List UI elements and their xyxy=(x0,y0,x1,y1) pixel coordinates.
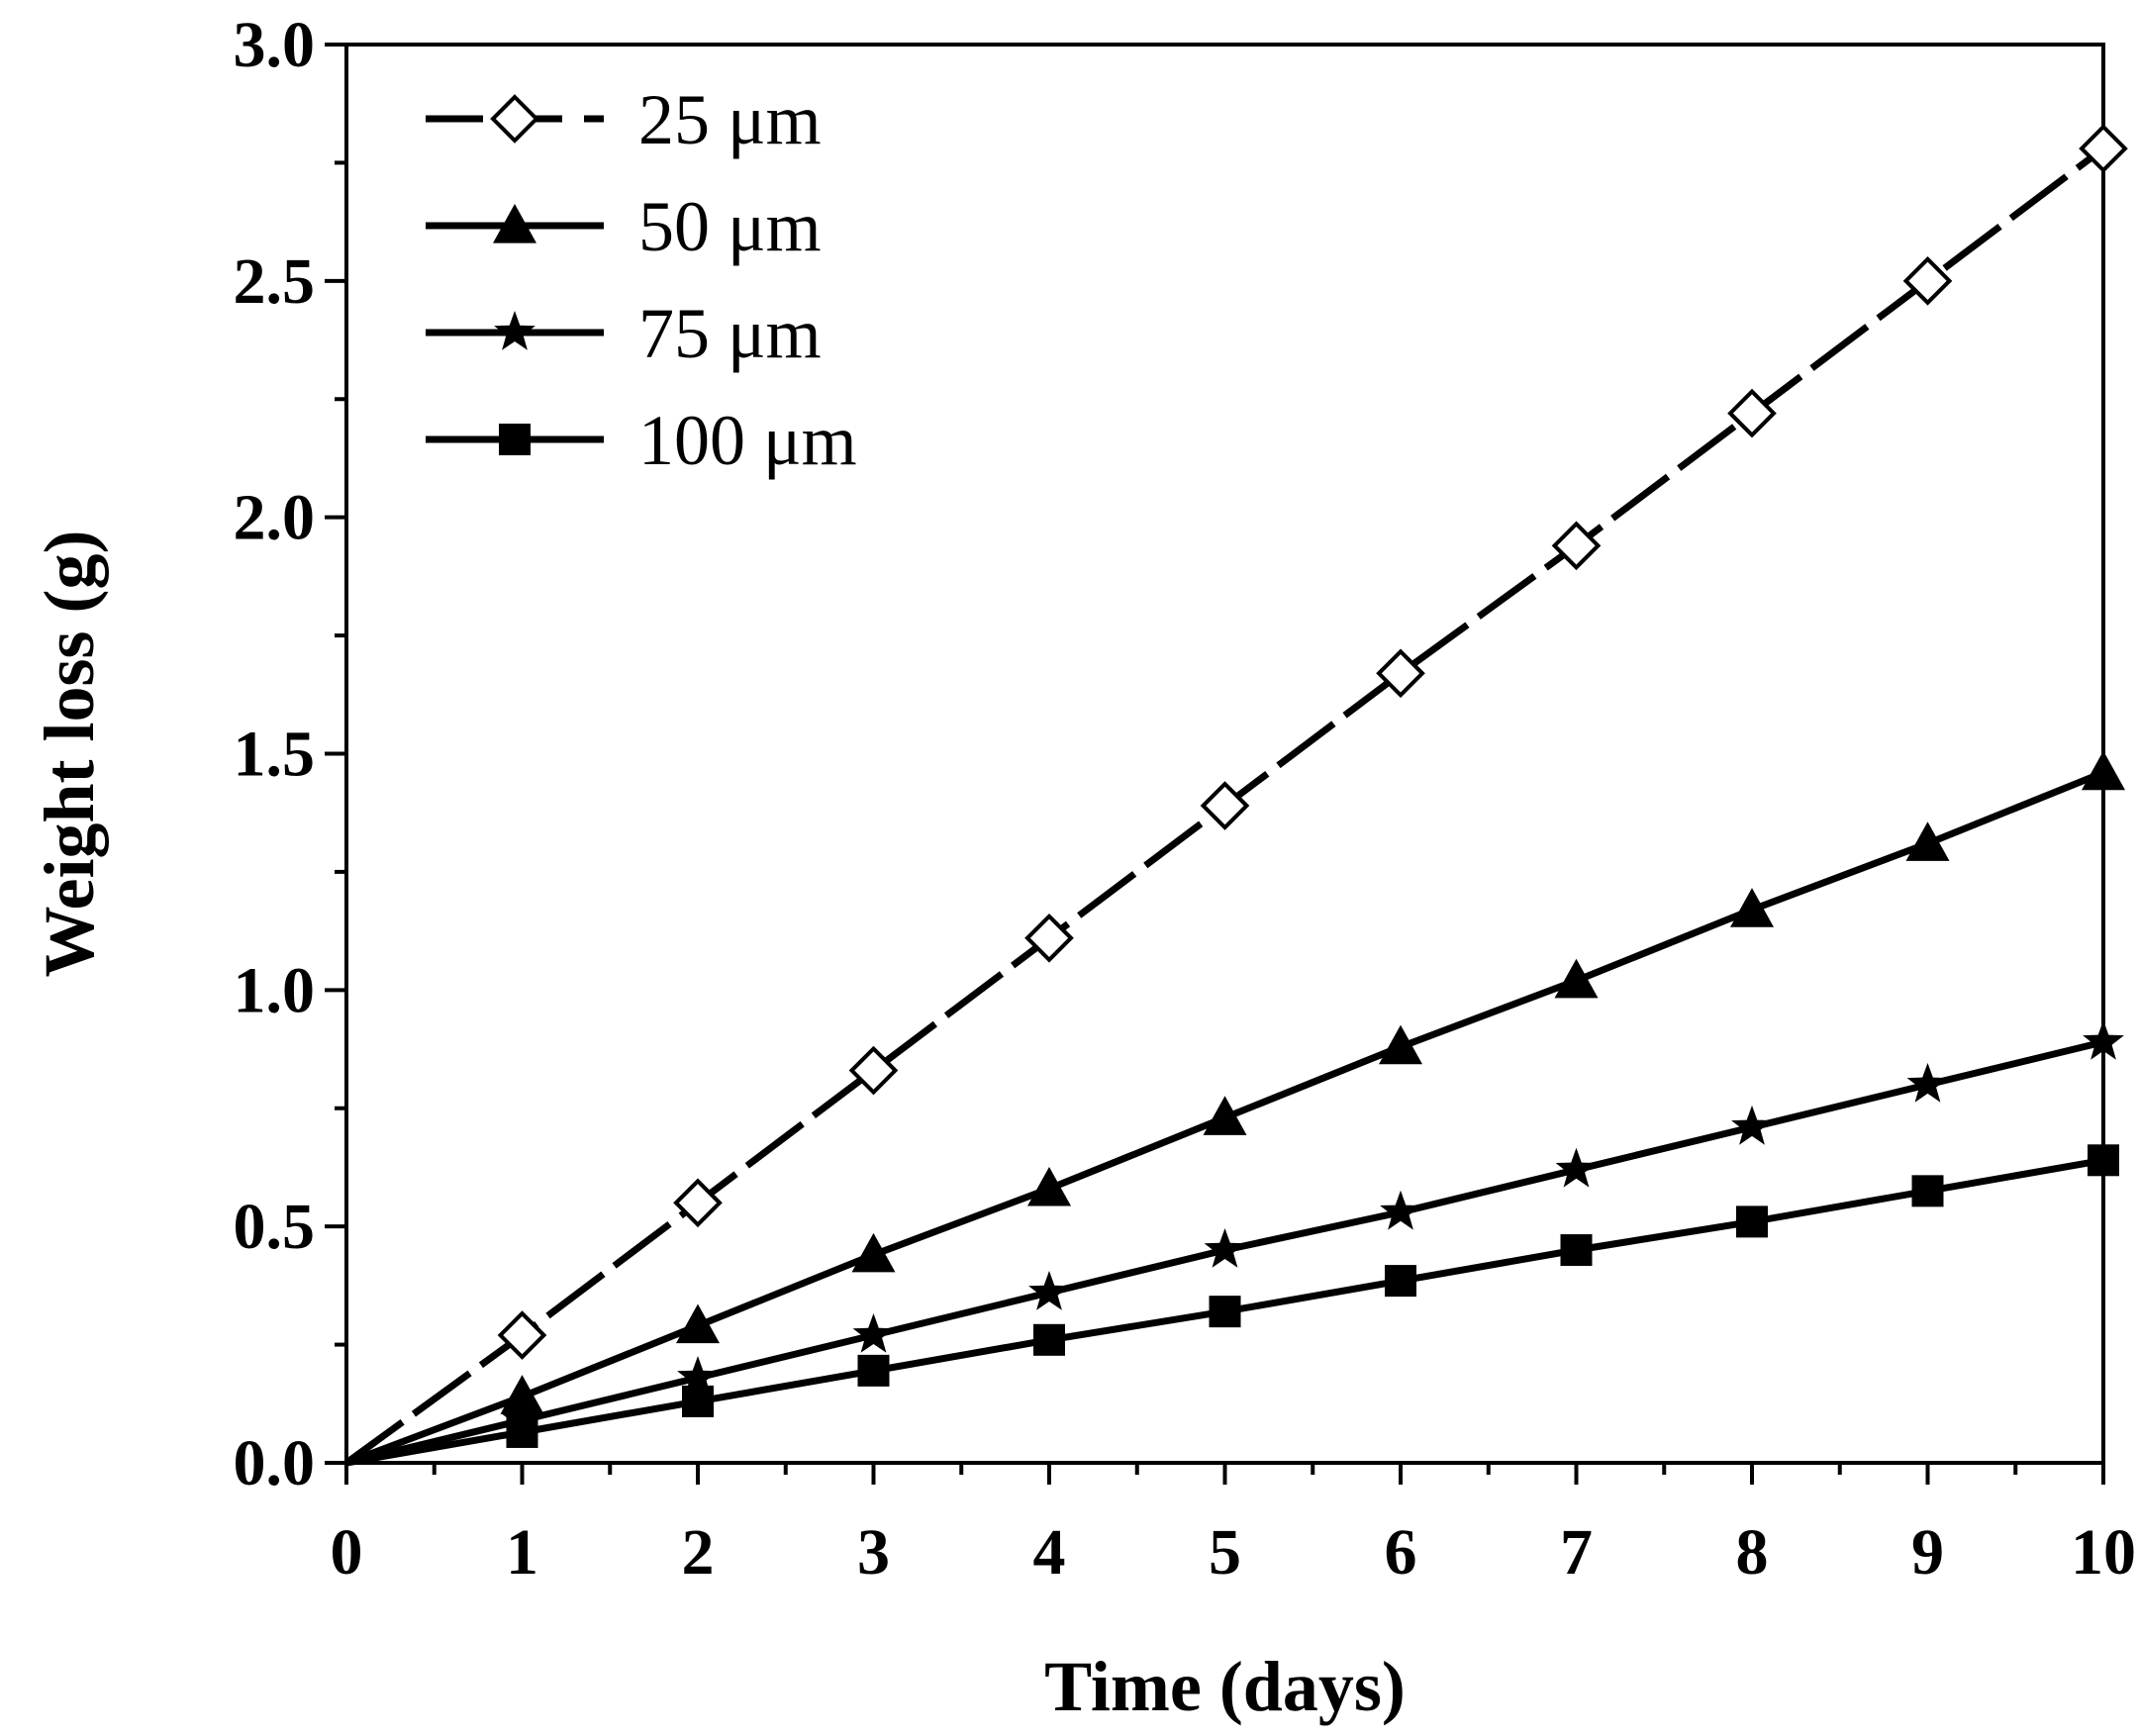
data-point xyxy=(673,1178,723,1228)
x-tick-label: 0 xyxy=(331,1516,363,1589)
data-point xyxy=(2079,124,2128,173)
x-tick-label: 4 xyxy=(1033,1516,1066,1589)
data-point xyxy=(1551,521,1602,571)
data-point xyxy=(1203,1096,1247,1135)
legend-marker xyxy=(499,424,531,455)
data-point xyxy=(1027,1166,1071,1206)
y-tick-label: 3.0 xyxy=(234,9,316,81)
legend-label: 25 μm xyxy=(638,80,822,159)
data-point xyxy=(852,1313,895,1353)
data-point xyxy=(1024,913,1074,963)
legend-marker xyxy=(494,311,535,350)
x-tick-label: 6 xyxy=(1385,1516,1417,1589)
legend-entry: 75 μm xyxy=(426,294,822,373)
data-point xyxy=(1376,648,1425,699)
y-tick-label: 2.0 xyxy=(234,482,316,554)
data-point xyxy=(1555,1147,1598,1188)
legend-marker xyxy=(490,94,539,144)
legend-entry: 50 μm xyxy=(426,187,822,266)
data-point xyxy=(1905,821,1950,861)
data-point xyxy=(1380,1190,1421,1230)
legend-marker xyxy=(493,204,536,243)
data-point xyxy=(1906,1062,1949,1103)
series-1 xyxy=(344,750,2125,1467)
y-tick-label: 1.0 xyxy=(234,954,316,1026)
data-point xyxy=(1209,1296,1241,1328)
legend: 25 μm 50 μm 75 μm 100 μm xyxy=(426,80,857,480)
legend-label: 75 μm xyxy=(638,294,822,373)
data-point xyxy=(1727,388,1777,438)
series-2 xyxy=(345,1019,2124,1467)
x-tick-label: 1 xyxy=(506,1516,538,1589)
data-point xyxy=(1911,1175,1944,1207)
data-point xyxy=(1560,1234,1593,1267)
data-point xyxy=(2082,750,2125,791)
x-tick-label: 9 xyxy=(1911,1516,1944,1589)
data-point xyxy=(1200,781,1250,830)
data-point xyxy=(1731,1105,1773,1145)
x-tick-label: 3 xyxy=(857,1516,890,1589)
data-point xyxy=(682,1385,714,1417)
legend-label: 50 μm xyxy=(638,187,822,266)
data-point xyxy=(1204,1228,1246,1268)
y-tick-label: 0.0 xyxy=(234,1427,316,1499)
data-point xyxy=(857,1354,890,1387)
y-tick-label: 1.5 xyxy=(234,719,316,791)
axes: 0 1 2 3 4 5 6 7 8 9 10 0.0 0.5 1.0 1.5 2.0 2.5 3.0 xyxy=(234,9,2137,1589)
data-point xyxy=(1554,958,1599,999)
data-point xyxy=(1379,1024,1422,1065)
legend-label: 100 μm xyxy=(638,401,857,480)
series-3 xyxy=(345,1144,2119,1467)
data-point xyxy=(497,1310,547,1360)
y-tick-label: 0.5 xyxy=(234,1191,316,1263)
x-tick-label: 2 xyxy=(682,1516,715,1589)
y-axis-title: Weight loss (g) xyxy=(30,530,109,977)
data-point xyxy=(1902,256,1953,306)
legend-entry: 25 μm xyxy=(426,80,822,159)
x-tick-label: 10 xyxy=(2071,1516,2136,1589)
data-point xyxy=(500,1375,544,1414)
x-axis-title: Time (days) xyxy=(1044,1647,1406,1726)
data-point xyxy=(1028,1271,1070,1310)
x-tick-label: 5 xyxy=(1209,1516,1241,1589)
data-point xyxy=(2088,1144,2119,1177)
data-point xyxy=(2083,1019,2124,1060)
legend-entry: 100 μm xyxy=(426,401,857,480)
data-point xyxy=(1385,1265,1416,1298)
data-point xyxy=(1730,888,1774,927)
series-0 xyxy=(343,124,2128,1466)
data-point xyxy=(851,1232,896,1273)
x-tick-label: 8 xyxy=(1736,1516,1769,1589)
data-point xyxy=(1736,1206,1768,1238)
data-point xyxy=(848,1045,899,1096)
x-tick-label: 7 xyxy=(1560,1516,1593,1589)
y-tick-label: 2.5 xyxy=(234,245,316,318)
data-point xyxy=(676,1303,720,1344)
data-point xyxy=(1033,1323,1065,1356)
data-point xyxy=(506,1415,538,1448)
data-point xyxy=(677,1356,719,1396)
series-layer xyxy=(343,124,2128,1467)
